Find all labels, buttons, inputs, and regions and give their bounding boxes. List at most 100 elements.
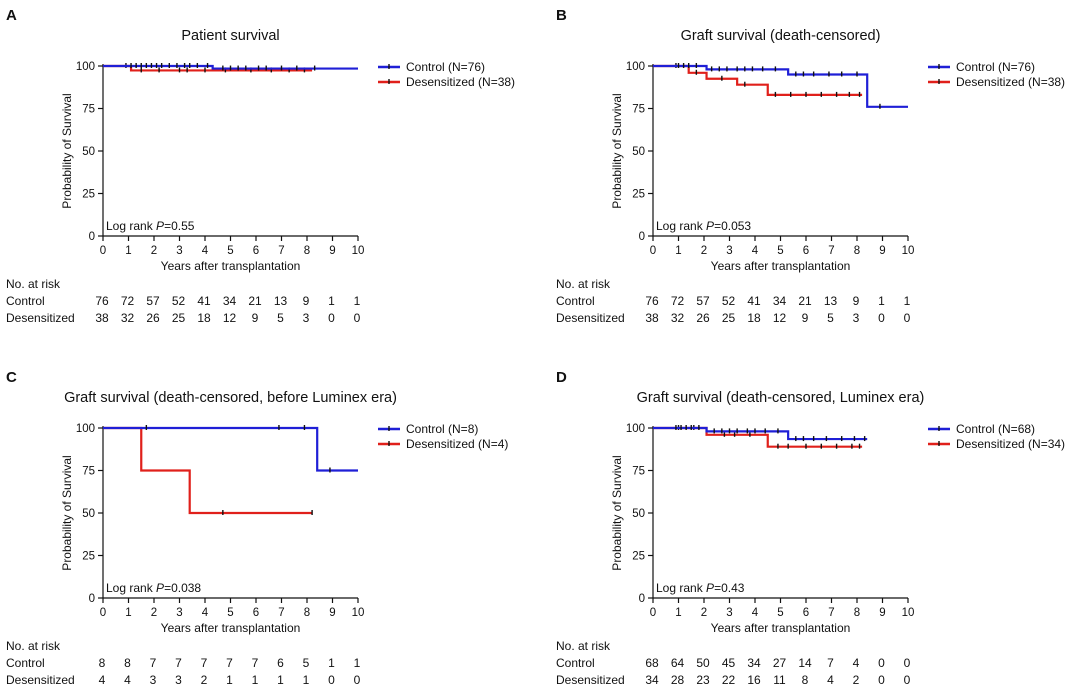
risk-value: 4 xyxy=(827,673,834,687)
risk-value: 0 xyxy=(878,656,885,670)
risk-value: 6 xyxy=(277,656,284,670)
risk-value: 1 xyxy=(252,673,259,687)
risk-value: 68 xyxy=(645,656,659,670)
risk-value: 27 xyxy=(773,656,787,670)
x-tick-label: 0 xyxy=(100,607,106,619)
risk-value: 16 xyxy=(747,673,761,687)
x-tick-label: 2 xyxy=(701,245,707,257)
x-axis-label: Years after transplantation xyxy=(711,621,851,635)
logrank-p-symbol: P xyxy=(706,219,714,233)
x-tick-label: 0 xyxy=(650,245,656,257)
legend-control-label: Control (N=68) xyxy=(956,422,1035,436)
y-tick-label: 75 xyxy=(82,466,95,478)
risk-value: 1 xyxy=(226,673,233,687)
legend-desensitized: Desensitized (N=34) xyxy=(928,437,1065,451)
risk-value: 1 xyxy=(878,294,885,308)
legend-desensitized: Desensitized (N=38) xyxy=(378,75,515,89)
risk-value: 64 xyxy=(671,656,685,670)
risk-value: 9 xyxy=(303,294,310,308)
x-axis-label: Years after transplantation xyxy=(161,621,301,635)
risk-value: 0 xyxy=(904,673,911,687)
risk-value: 34 xyxy=(223,294,237,308)
logrank-prefix: Log rank xyxy=(656,219,706,233)
risk-value: 14 xyxy=(798,656,812,670)
risk-value: 21 xyxy=(798,294,812,308)
y-tick-label: 100 xyxy=(626,423,645,435)
risk-value: 34 xyxy=(645,673,659,687)
risk-value: 45 xyxy=(722,656,736,670)
risk-value: 0 xyxy=(878,673,885,687)
risk-value: 3 xyxy=(175,673,182,687)
y-tick-label: 75 xyxy=(632,466,645,478)
risk-value: 13 xyxy=(824,294,838,308)
risk-value: 5 xyxy=(827,311,834,325)
risk-row-label: Control xyxy=(6,294,45,308)
risk-table-header: No. at risk xyxy=(556,277,611,291)
risk-value: 1 xyxy=(328,294,335,308)
risk-value: 12 xyxy=(773,311,787,325)
risk-table-header: No. at risk xyxy=(556,639,611,653)
risk-value: 50 xyxy=(696,656,710,670)
x-tick-label: 6 xyxy=(803,245,809,257)
risk-value: 38 xyxy=(95,311,109,325)
risk-value: 7 xyxy=(226,656,233,670)
logrank-p-symbol: P xyxy=(156,581,164,595)
legend-control-label: Control (N=76) xyxy=(406,60,485,74)
x-tick-label: 7 xyxy=(278,245,284,257)
risk-value: 57 xyxy=(146,294,160,308)
risk-row-label: Control xyxy=(556,656,595,670)
legend-control: Control (N=76) xyxy=(378,60,485,74)
risk-row-label: Control xyxy=(556,294,595,308)
y-tick-label: 25 xyxy=(82,189,95,201)
risk-value: 72 xyxy=(671,294,685,308)
risk-value: 34 xyxy=(747,656,761,670)
y-tick-label: 75 xyxy=(632,104,645,116)
risk-value: 11 xyxy=(773,673,786,687)
control-survival-curve xyxy=(103,64,358,70)
legend-control: Control (N=76) xyxy=(928,60,1035,74)
x-axis-label: Years after transplantation xyxy=(161,259,301,273)
x-tick-label: 2 xyxy=(151,245,157,257)
y-tick-label: 25 xyxy=(82,551,95,563)
risk-value: 1 xyxy=(277,673,284,687)
risk-value: 2 xyxy=(201,673,208,687)
y-tick-label: 0 xyxy=(89,231,95,243)
y-axis-label: Probability of Survival xyxy=(610,455,624,570)
risk-row-label: Desensitized xyxy=(6,673,75,687)
x-tick-label: 5 xyxy=(777,607,783,619)
logrank-prefix: Log rank xyxy=(106,581,156,595)
legend-desensitized-label: Desensitized (N=38) xyxy=(406,75,515,89)
logrank-prefix: Log rank xyxy=(106,219,156,233)
x-tick-label: 1 xyxy=(675,245,681,257)
legend-desensitized-label: Desensitized (N=34) xyxy=(956,437,1065,451)
risk-value: 1 xyxy=(354,294,361,308)
control-survival-curve xyxy=(653,64,908,108)
risk-value: 32 xyxy=(671,311,685,325)
risk-value: 1 xyxy=(303,673,310,687)
risk-value: 1 xyxy=(354,656,361,670)
x-tick-label: 7 xyxy=(828,607,834,619)
risk-table-header: No. at risk xyxy=(6,639,61,653)
risk-value: 7 xyxy=(201,656,208,670)
risk-value: 26 xyxy=(146,311,160,325)
x-tick-label: 4 xyxy=(752,245,759,257)
risk-table-header: No. at risk xyxy=(6,277,61,291)
risk-value: 18 xyxy=(747,311,761,325)
chart-title: Graft survival (death-censored, Luminex … xyxy=(637,390,925,406)
logrank-p-value: =0.43 xyxy=(714,581,745,595)
chart-title: Graft survival (death-censored) xyxy=(681,28,881,44)
risk-value: 26 xyxy=(696,311,710,325)
legend-desensitized: Desensitized (N=38) xyxy=(928,75,1065,89)
risk-value: 0 xyxy=(904,656,911,670)
logrank-text: Log rank P=0.55 xyxy=(106,219,195,233)
y-tick-label: 25 xyxy=(632,189,645,201)
risk-value: 12 xyxy=(223,311,237,325)
x-tick-label: 10 xyxy=(902,607,915,619)
risk-value: 76 xyxy=(645,294,659,308)
risk-value: 38 xyxy=(645,311,659,325)
logrank-p-value: =0.053 xyxy=(714,219,751,233)
y-tick-label: 0 xyxy=(89,593,95,605)
control-survival-curve xyxy=(653,426,868,441)
